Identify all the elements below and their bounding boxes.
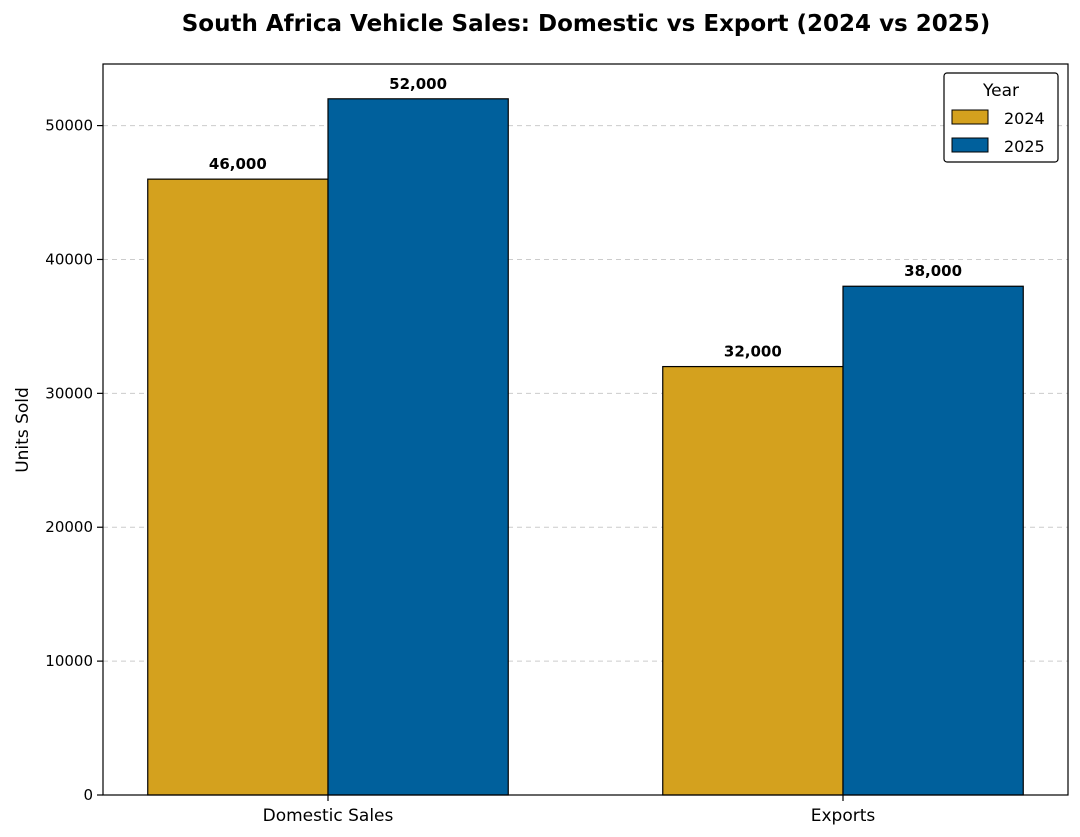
data-label: 46,000 bbox=[209, 155, 267, 173]
y-tick-label: 0 bbox=[83, 786, 93, 804]
y-tick-label: 20000 bbox=[45, 518, 93, 536]
chart-title: South Africa Vehicle Sales: Domestic vs … bbox=[182, 11, 991, 37]
data-labels: 46,000 52,000 32,000 38,000 bbox=[209, 75, 962, 361]
x-axis: Domestic Sales Exports bbox=[263, 795, 876, 826]
data-label: 32,000 bbox=[724, 343, 782, 361]
x-tick-label: Domestic Sales bbox=[263, 806, 394, 826]
y-tick-label: 50000 bbox=[45, 117, 93, 135]
y-axis-label: Units Sold bbox=[13, 387, 33, 473]
bars bbox=[147, 98, 1024, 796]
x-tick-label: Exports bbox=[811, 806, 876, 826]
legend: Year 2024 2025 bbox=[943, 72, 1059, 163]
legend-swatch-2025 bbox=[951, 137, 989, 153]
data-label: 38,000 bbox=[904, 262, 962, 280]
bar-exports-2025 bbox=[842, 285, 1024, 796]
legend-swatch-2024 bbox=[951, 109, 989, 125]
bar-domestic-sales-2024 bbox=[147, 178, 329, 796]
plot-frame bbox=[102, 63, 1069, 796]
y-tick-label: 30000 bbox=[45, 384, 93, 402]
y-axis: 0 10000 20000 30000 40000 50000 bbox=[45, 117, 103, 804]
y-tick-label: 40000 bbox=[45, 250, 93, 268]
bar-domestic-sales-2025 bbox=[327, 98, 509, 796]
legend-title: Year bbox=[982, 81, 1019, 101]
y-tick-label: 10000 bbox=[45, 652, 93, 670]
data-label: 52,000 bbox=[389, 75, 447, 93]
legend-label-2024: 2024 bbox=[1004, 109, 1045, 128]
legend-label-2025: 2025 bbox=[1004, 137, 1045, 156]
bar-exports-2024 bbox=[662, 365, 844, 796]
